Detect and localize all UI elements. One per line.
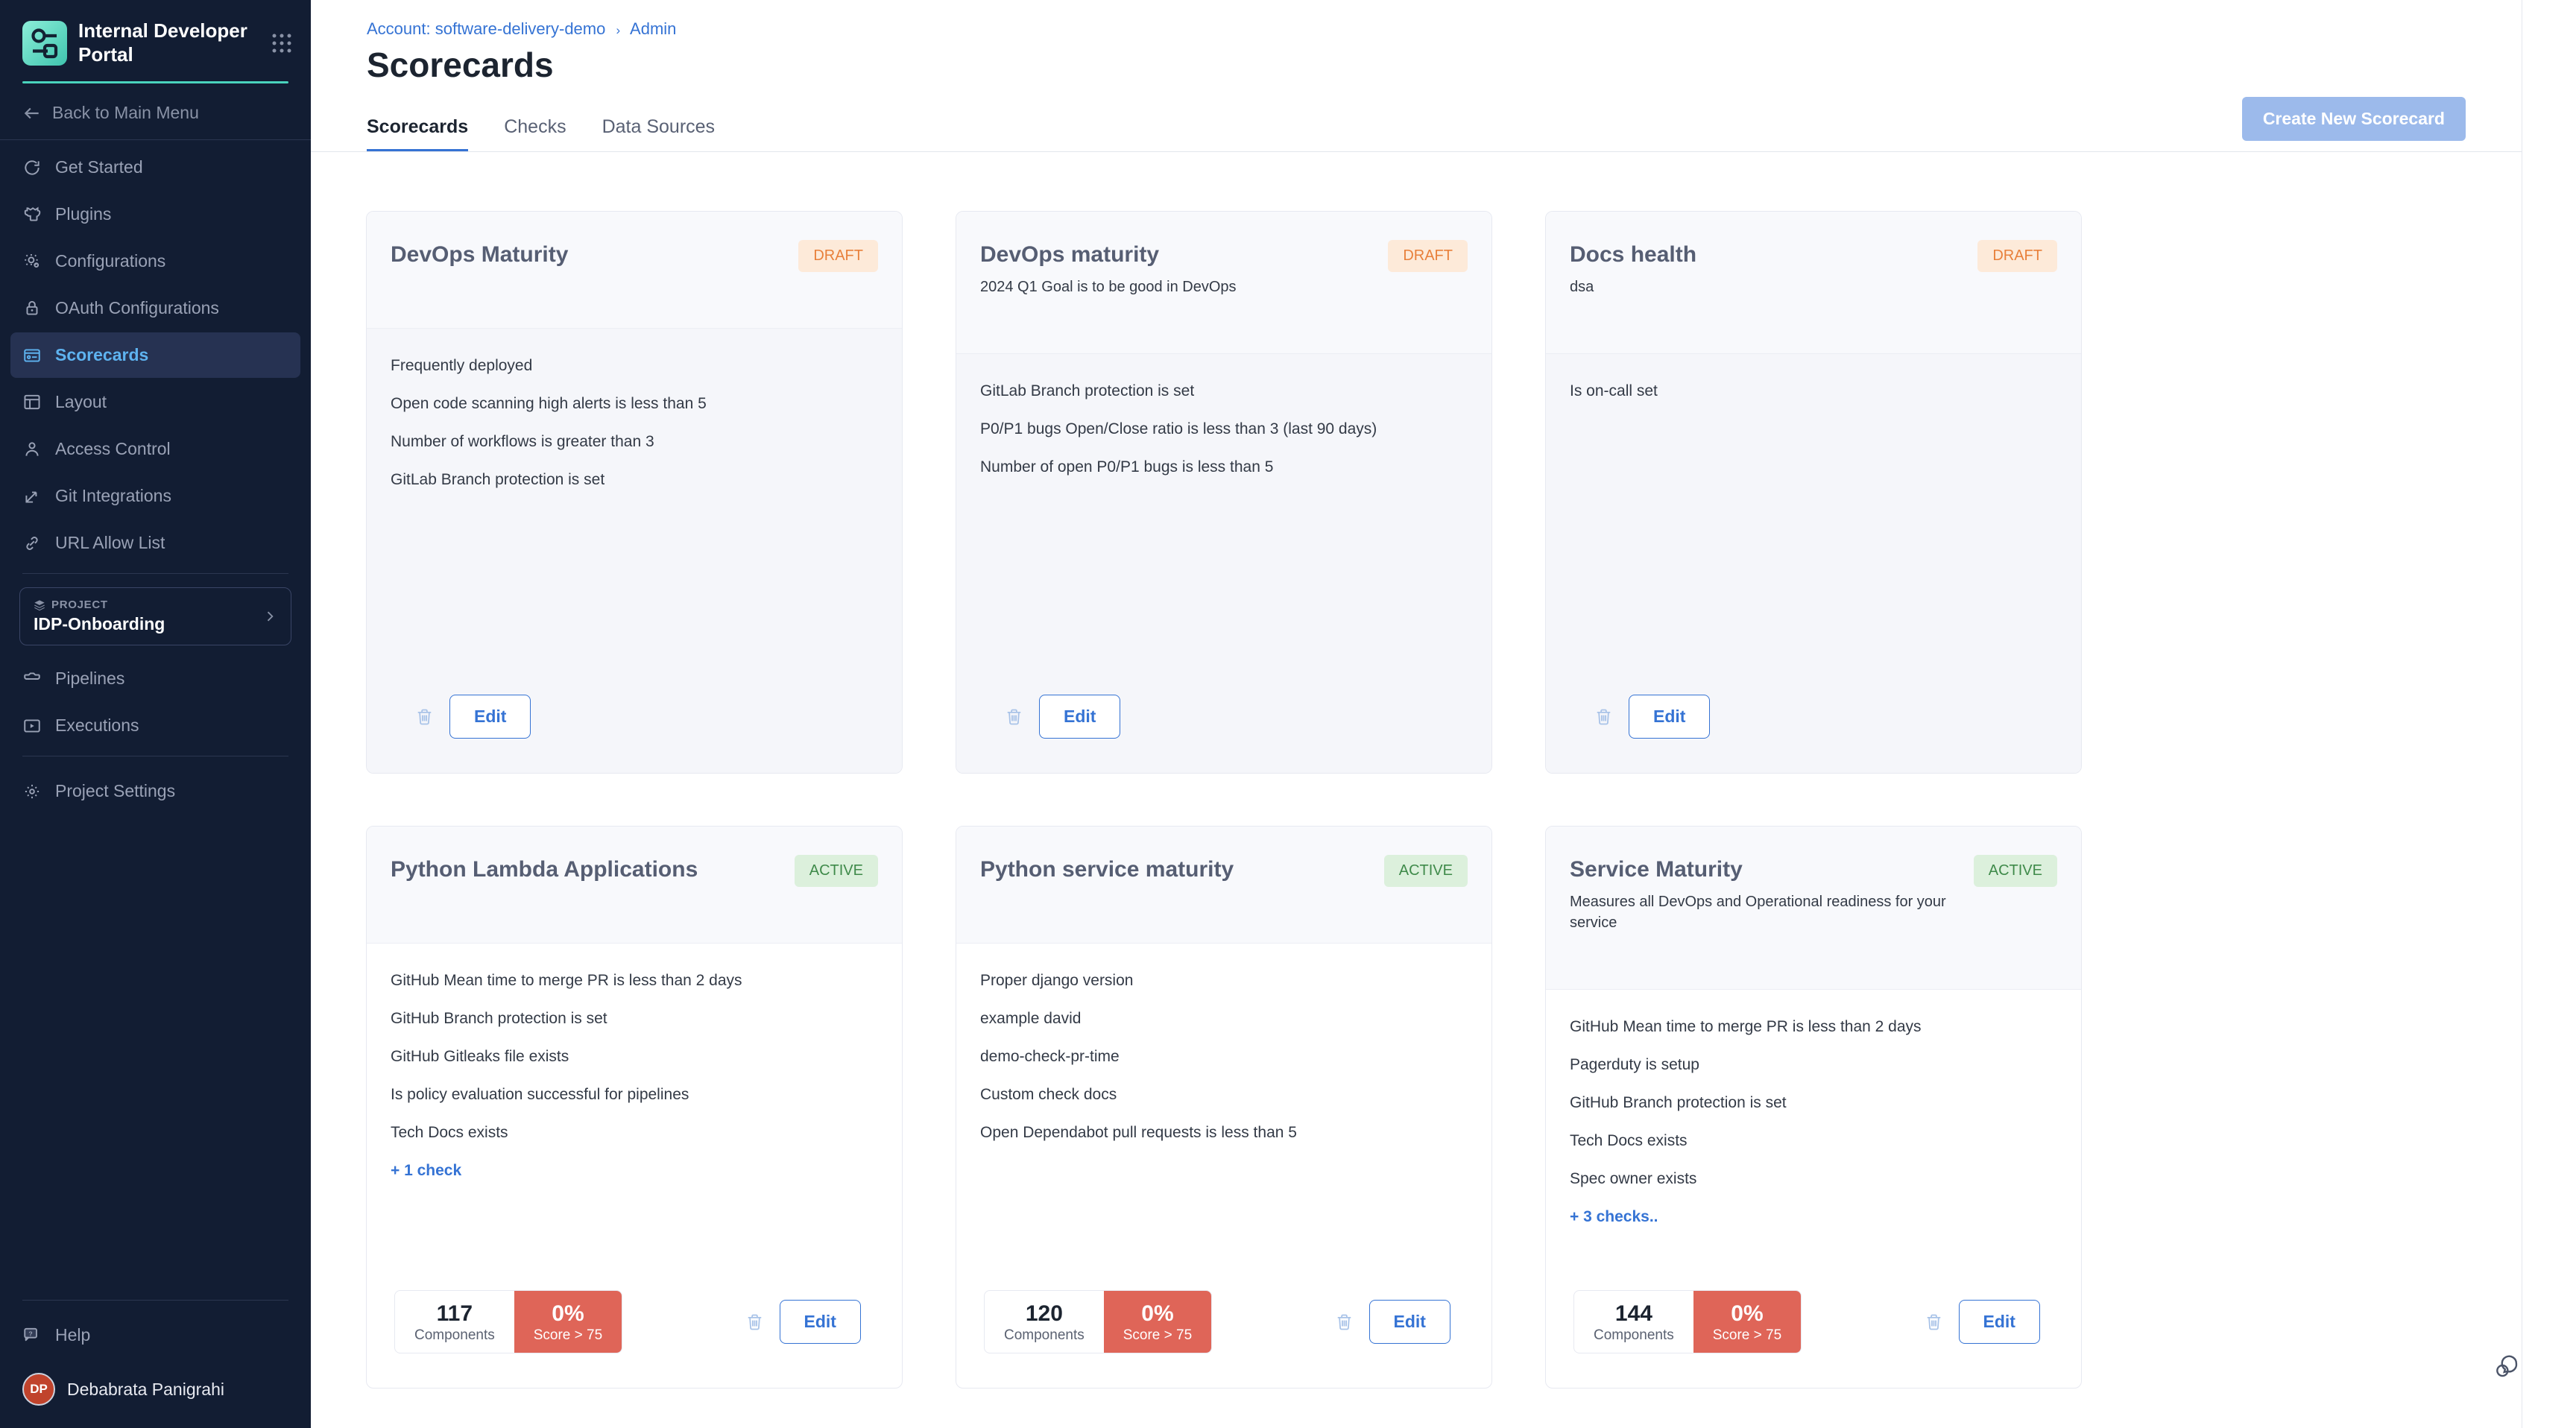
svg-text:?: ? <box>28 1330 32 1337</box>
